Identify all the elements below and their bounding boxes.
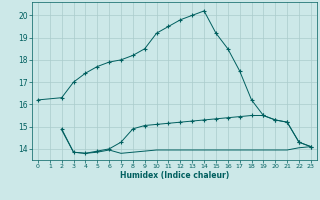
X-axis label: Humidex (Indice chaleur): Humidex (Indice chaleur) xyxy=(120,171,229,180)
